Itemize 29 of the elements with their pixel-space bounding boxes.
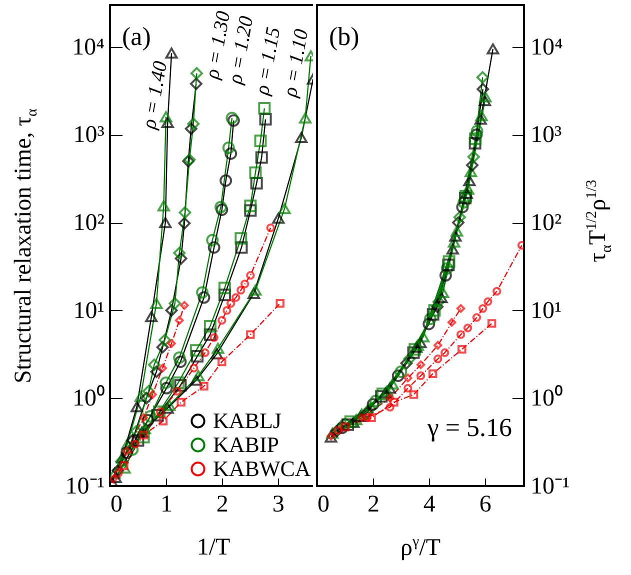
legend-label: KABWCA xyxy=(213,456,311,481)
annotation: (b) xyxy=(329,22,360,51)
x-axis-title: ρ$^{γ}$/T xyxy=(400,534,440,562)
x-tick-label: 6 xyxy=(479,492,492,518)
y2-tick-label: 10⁻¹ xyxy=(530,474,570,500)
y2-tick-label: 10⁴ xyxy=(530,34,563,60)
x-tick-label: 0 xyxy=(318,492,330,518)
legend-label: KABLJ xyxy=(213,408,282,433)
x-tick-label: 1 xyxy=(160,492,172,518)
x-tick-label: 4 xyxy=(423,492,436,518)
annotation: ρ = 1.40 xyxy=(138,60,172,132)
y-tick-label: 10⁻¹ xyxy=(65,474,104,500)
y-tick-label: 10⁰ xyxy=(72,384,104,412)
y-tick-label: 10⁴ xyxy=(72,34,104,60)
y2-tick-label: 10³ xyxy=(530,122,562,148)
y2-tick-label: 10¹ xyxy=(530,298,562,324)
x-axis-title: 1/T xyxy=(196,534,230,562)
x-tick-label: 0 xyxy=(110,492,122,518)
y2-tick-label: 10⁰ xyxy=(530,384,562,412)
annotation: (a) xyxy=(122,22,151,51)
y-tick-label: 10³ xyxy=(73,122,104,148)
y2-tick-label: 10² xyxy=(530,210,562,236)
legend-label: KABIP xyxy=(213,432,280,457)
x-tick-label: 2 xyxy=(216,492,228,518)
x-tick-label: 3 xyxy=(272,492,284,518)
x-tick-label: 2 xyxy=(367,492,380,518)
y-tick-label: 10¹ xyxy=(73,298,104,324)
annotation: γ = 5.16 xyxy=(426,413,512,442)
y-tick-label: 10² xyxy=(73,210,104,236)
